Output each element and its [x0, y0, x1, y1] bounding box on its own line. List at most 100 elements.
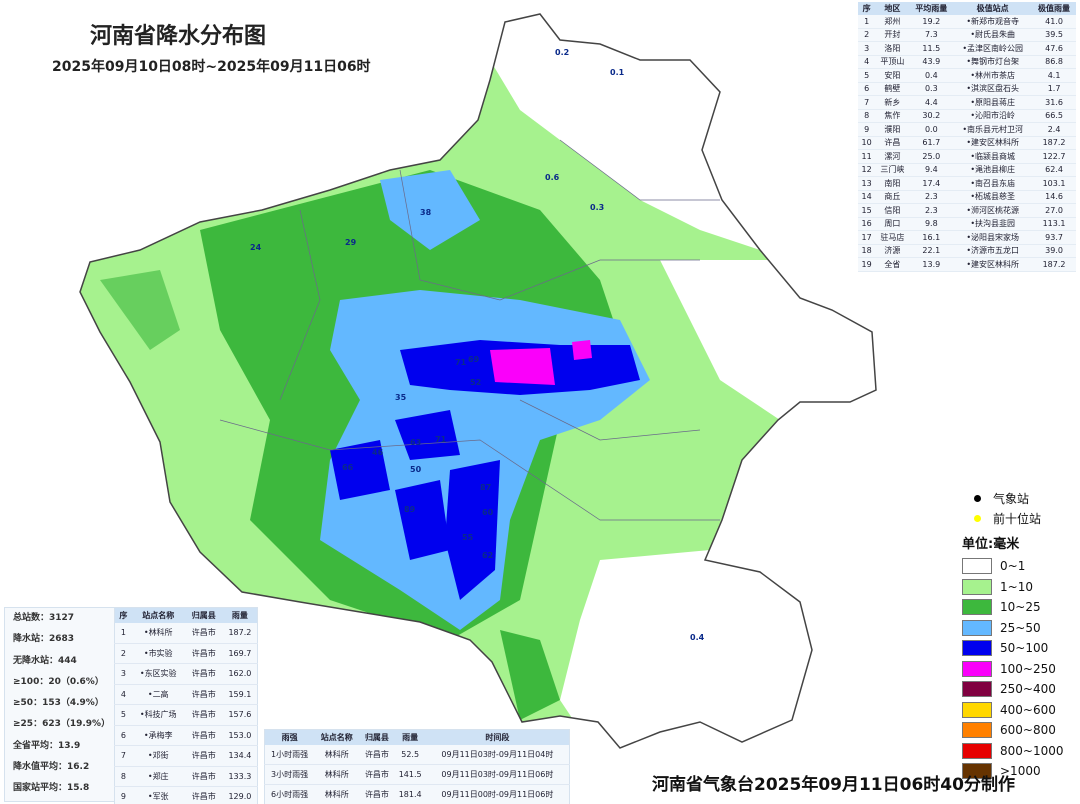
legend-label: 600~800 — [1000, 723, 1056, 738]
table-cell: 16.1 — [909, 230, 954, 245]
table-cell: 169.7 — [222, 643, 258, 664]
table-cell: 2 — [114, 643, 132, 664]
legend-swatch — [962, 701, 992, 718]
stat-item: 总站数：3127 — [13, 613, 75, 623]
table-cell: 7.3 — [909, 28, 954, 42]
legend-marker-top10: 前十位站 — [962, 509, 1064, 530]
table-cell: 商丘 — [875, 190, 910, 204]
table-cell: 许昌市 — [359, 745, 395, 765]
table-cell: •临颍县商城 — [953, 149, 1033, 164]
table-cell: •孟津区南岭公园 — [953, 41, 1033, 56]
table-cell: 13 — [858, 176, 876, 191]
table-cell: 1.7 — [1032, 82, 1076, 96]
table-cell: 129.0 — [222, 786, 258, 804]
legend-class: 100~250 — [962, 659, 1064, 680]
table-cell: 7 — [114, 745, 132, 767]
station-dot-icon — [974, 494, 981, 502]
table-cell: 14.6 — [1032, 190, 1076, 204]
column-header: 站点名称 — [131, 607, 185, 623]
table-cell: 61.7 — [909, 136, 954, 150]
station-value: 0.1 — [610, 68, 625, 77]
map-subtitle: 2025年09月10日08时~2025年09月11日06时 — [52, 59, 371, 75]
legend-swatch — [962, 722, 992, 739]
map-title: 河南省降水分布图 — [90, 24, 267, 49]
table-cell: 159.1 — [222, 684, 258, 705]
table-cell: 7 — [858, 95, 876, 110]
table-cell: •柘城县慈圣 — [953, 190, 1033, 204]
table-cell: 许昌市 — [184, 745, 223, 767]
legend-marker-station: 气象站 — [962, 488, 1064, 509]
table-cell: 86.8 — [1032, 55, 1076, 69]
table-cell: 8 — [858, 109, 876, 123]
station-value: 0.2 — [555, 48, 569, 57]
table-row: 18 济源 22.1 •济源市五龙口 39.0 — [858, 244, 1076, 258]
table-cell: 焦作 — [875, 109, 910, 123]
table-cell: 郑州 — [875, 15, 910, 29]
station-value: 60 — [482, 508, 494, 517]
table-row: 5 •科技广场 许昌市 157.6 — [114, 704, 258, 726]
table-cell: •市实验 — [131, 643, 185, 664]
table-cell: 林科所 — [314, 764, 360, 785]
table-row: 6小时雨强 林科所 许昌市 181.4 09月11日00时-09月11日06时 — [264, 784, 570, 804]
table-cell: 三门峡 — [875, 163, 910, 177]
station-value: 71 — [435, 435, 447, 444]
table-cell: 122.7 — [1032, 149, 1076, 164]
table-cell: 11.5 — [909, 41, 954, 56]
table-row: 1 •林科所 许昌市 187.2 — [114, 623, 258, 644]
table-cell: 9 — [858, 122, 876, 137]
table-cell: 许昌市 — [184, 643, 223, 664]
table-cell: 0.4 — [909, 68, 954, 83]
table-row: 15 信阳 2.3 •浉河区桃花源 27.0 — [858, 203, 1076, 218]
table-cell: •渑池县柳庄 — [953, 163, 1033, 177]
column-header: 归属县 — [184, 607, 223, 623]
station-value: 24 — [250, 243, 262, 252]
legend-class: 10~25 — [962, 597, 1064, 618]
table-cell: 林科所 — [314, 784, 360, 804]
legend-label: 10~25 — [1000, 600, 1041, 615]
station-value: 62 — [482, 551, 493, 560]
station-value: 89 — [404, 505, 416, 514]
table-row: 2 开封 7.3 •尉氏县朱曲 39.5 — [858, 28, 1076, 42]
station-value: 52 — [470, 378, 481, 387]
stat-item: 降水站：2683 — [13, 634, 75, 645]
table-cell: 0.0 — [909, 122, 954, 137]
table-cell: •尉氏县朱曲 — [953, 28, 1033, 42]
table-cell: 27.0 — [1032, 203, 1076, 218]
table-cell: 13.9 — [909, 257, 954, 272]
table-cell: 2.3 — [909, 203, 954, 218]
table-row: 11 漯河 25.0 •临颍县商城 122.7 — [858, 149, 1076, 164]
table-cell: 52.5 — [394, 745, 426, 765]
table-cell: •原阳县蒋庄 — [953, 95, 1033, 110]
table-cell: 133.3 — [222, 766, 258, 787]
table-cell: •济源市五龙口 — [953, 244, 1033, 258]
table-cell: 6 — [858, 82, 876, 96]
table-row: 3小时雨强 林科所 许昌市 141.5 09月11日03时-09月11日06时 — [264, 764, 570, 785]
legend-class: 25~50 — [962, 618, 1064, 639]
table-row: 4 •二高 许昌市 159.1 — [114, 684, 258, 705]
region-rainfall-table: 序地区 平均雨量 极值站点 极值雨量 1 郑州 19.2 •新郑市观音寺 41.0 2 开封 7.3 •… — [858, 2, 1076, 272]
table-cell: 濮阳 — [875, 122, 910, 137]
table-cell: 103.1 — [1032, 176, 1076, 191]
table-cell: 09月11日03时-09月11日06时 — [425, 764, 570, 785]
legend-swatch — [962, 640, 992, 657]
table-cell: 许昌市 — [184, 766, 223, 787]
table-cell: 43.9 — [909, 55, 954, 69]
table-cell: 安阳 — [875, 68, 910, 83]
table-cell: 16 — [858, 217, 876, 231]
table-row: 3 •东区实验 许昌市 162.0 — [114, 663, 258, 685]
table-row: 8 •郑庄 许昌市 133.3 — [114, 766, 258, 787]
legend-label: 50~100 — [1000, 641, 1049, 656]
table-row: 8 焦作 30.2 •沁阳市沿岭 66.5 — [858, 109, 1076, 123]
table-cell: 许昌市 — [184, 725, 223, 746]
table-cell: 14 — [858, 190, 876, 204]
legend-class: 400~600 — [962, 700, 1064, 721]
column-header: 序 — [858, 2, 876, 15]
legend-class: 600~800 — [962, 720, 1064, 741]
legend-class: 50~100 — [962, 638, 1064, 659]
column-header: 归属县 — [359, 729, 395, 745]
table-cell: 洛阳 — [875, 41, 910, 56]
table-cell: 南阳 — [875, 176, 910, 191]
table-cell: 187.2 — [1032, 257, 1076, 272]
table-cell: •军张 — [131, 786, 185, 804]
station-value: 46 — [372, 448, 384, 457]
